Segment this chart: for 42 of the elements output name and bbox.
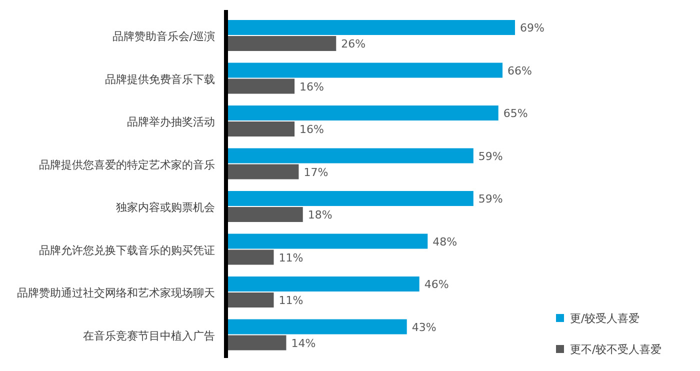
y-tick-label: 品牌赞助通过社交网络和艺术家现场聊天 — [17, 286, 215, 300]
bar — [228, 106, 498, 120]
data-label: 16% — [300, 123, 324, 136]
data-label: 11% — [278, 251, 304, 264]
bar — [228, 207, 303, 222]
bar — [228, 319, 407, 334]
data-label: 18% — [308, 208, 332, 222]
bar — [228, 122, 295, 136]
y-tick-label: 品牌提供免费音乐下载 — [105, 72, 215, 86]
data-label: 66% — [508, 64, 532, 78]
bar — [228, 250, 274, 265]
y-tick-label: 品牌赞助音乐会/巡演 — [112, 30, 215, 43]
bar — [228, 62, 503, 78]
data-label: 26% — [341, 38, 366, 50]
bar — [228, 335, 286, 350]
legend-label: 更不/较不受人喜爱 — [570, 343, 662, 356]
bar — [228, 148, 474, 164]
y-tick-label: 独家内容或购票机会 — [116, 201, 215, 214]
y-tick-label: 品牌举办抽奖活动 — [127, 116, 215, 128]
data-label: 59% — [478, 192, 503, 206]
data-label: 11% — [278, 294, 304, 307]
y-tick-label: 品牌允许您兑换下载音乐的购买凭证 — [39, 244, 215, 257]
data-label: 17% — [304, 166, 328, 179]
data-label: 14% — [291, 336, 316, 350]
bar — [228, 164, 299, 180]
bar — [228, 36, 336, 51]
data-label: 43% — [412, 320, 436, 334]
data-label: 46% — [424, 278, 449, 291]
bar — [228, 234, 428, 249]
data-label: 69% — [520, 22, 544, 34]
bar — [228, 276, 420, 292]
data-label: 65% — [503, 107, 528, 120]
bar — [228, 20, 515, 35]
bar — [228, 292, 274, 308]
legend-label: 更/较受人喜爱 — [570, 312, 640, 325]
data-label: 48% — [432, 235, 458, 248]
bar — [228, 78, 295, 94]
data-label: 16% — [300, 80, 324, 94]
y-tick-label: 品牌提供您喜爱的特定艺术家的音乐 — [39, 158, 215, 172]
y-tick-label: 在音乐竞赛节目中植入广告 — [83, 329, 215, 342]
data-label: 59% — [478, 150, 503, 163]
bar — [228, 191, 474, 206]
